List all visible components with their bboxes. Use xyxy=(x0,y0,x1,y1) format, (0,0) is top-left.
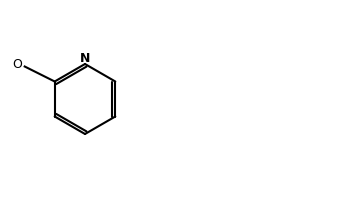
Text: N: N xyxy=(80,52,90,65)
Text: O: O xyxy=(12,58,22,71)
